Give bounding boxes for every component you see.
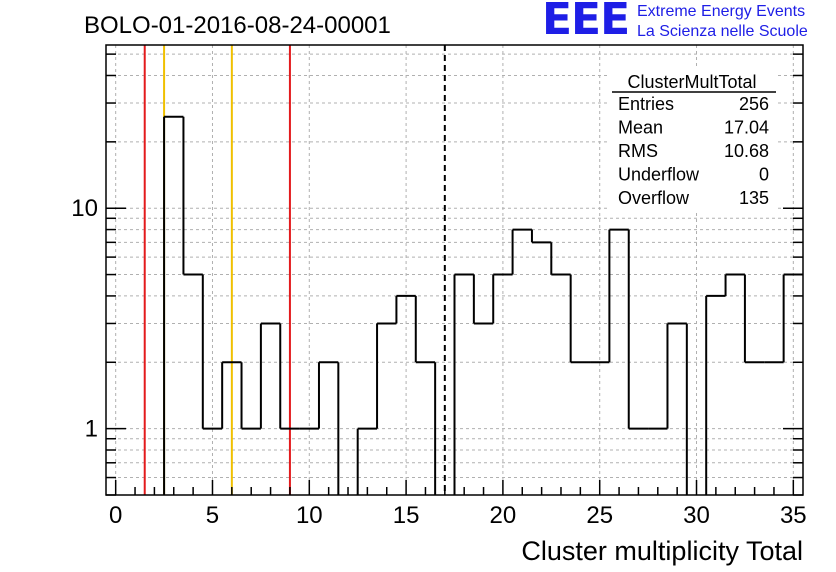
stats-row-value: 256 [739,94,769,114]
y-tick-label: 1 [85,416,98,443]
x-tick-label: 30 [683,502,710,529]
chart-title: BOLO-01-2016-08-24-00001 [84,12,391,39]
x-axis-label: Cluster multiplicity Total [521,536,803,566]
stats-row-label: Overflow [618,188,690,208]
stats-row-value: 0 [759,165,769,185]
stats-row-label: RMS [618,141,658,161]
stats-row-value: 135 [739,188,769,208]
axis-ticks [106,53,803,496]
stats-row-value: 17.04 [724,118,769,138]
eee-logo-line1: Extreme Energy Events [637,3,806,20]
stats-name: ClusterMultTotal [627,72,756,92]
x-tick-label: 10 [296,502,323,529]
x-tick-label: 5 [206,502,219,529]
x-tick-label: 25 [586,502,613,529]
eee-logo-mark: EEE [542,0,630,45]
plot-frame [105,44,804,496]
stats-box: ClusterMultTotal Entries 256 Mean 17.04 RMS 1… [608,68,776,210]
stats-rows: Entries 256 Mean 17.04 RMS 10.68 Underflow 0 Ove… [618,94,769,208]
stats-row-label: Entries [618,94,674,114]
x-tick-label: 20 [490,502,517,529]
x-tick-label: 0 [109,502,122,529]
y-tick-label: 10 [71,195,98,222]
marker-lines [143,45,446,495]
eee-logo-line2: La Scienza nelle Scuole [637,23,808,40]
x-tick-label: 35 [780,502,807,529]
axis-tick-labels: 0 5 10 15 20 25 30 35 1 10 [71,195,806,529]
histogram-bars [163,115,803,495]
x-tick-label: 15 [393,502,420,529]
stats-row-label: Mean [618,118,663,138]
stats-row-label: Underflow [618,165,700,185]
stats-row-value: 10.68 [724,141,769,161]
